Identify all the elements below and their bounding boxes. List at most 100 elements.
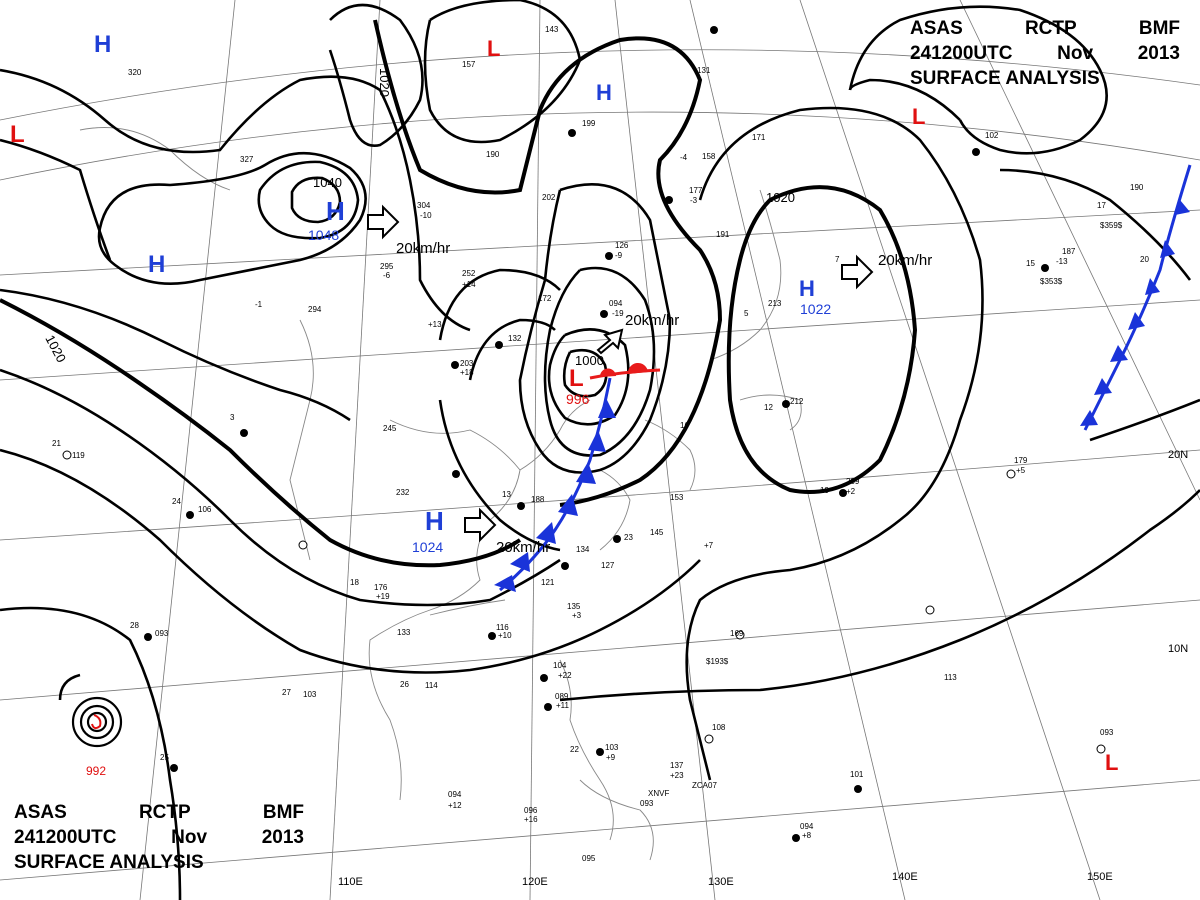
graticule-labels: 110E 120E 130E 140E 150E 20N 10N <box>338 449 1188 888</box>
station-value: 127 <box>601 561 615 570</box>
isobar-label-1040: 1040 <box>313 175 342 190</box>
title-station: RCTP <box>1024 18 1077 39</box>
station-value: 101 <box>850 770 864 779</box>
title-block-top: ASAS RCTP BMF 241200UTC Nov 2013 SURFACE… <box>910 16 1180 91</box>
tendency: +3 <box>572 611 582 620</box>
lat-label-10n: 10N <box>1168 643 1188 655</box>
station-value: 209 <box>846 477 860 486</box>
tendency: -1 <box>255 300 263 309</box>
isobar-label-1020-north: 1020 <box>377 68 392 97</box>
title-month: Nov <box>171 827 208 848</box>
title-datetime: 241200UTC <box>910 43 1013 64</box>
station-value: 188 <box>531 495 545 504</box>
tendency: -13 <box>1056 257 1068 266</box>
low-center-a: L <box>10 121 25 148</box>
tendency: +5 <box>1016 466 1026 475</box>
station-temp: 25 <box>160 753 169 762</box>
motion-arrows <box>367 204 874 543</box>
station-value: 202 <box>542 193 556 202</box>
low-center-c: L <box>912 104 925 129</box>
station-value: 179 <box>1014 456 1028 465</box>
station-value: 295 <box>380 262 394 271</box>
pressure-centers: H 1048 H 1024 H 1022 H H H L 996 L L L L… <box>10 31 1118 778</box>
motion-label-low: 20km/hr <box>625 312 679 329</box>
low-center-996: L <box>569 365 584 392</box>
tendency: +10 <box>498 631 512 640</box>
station-value: 126 <box>615 241 629 250</box>
station-value: 304 <box>417 201 431 210</box>
title-agency: ASAS <box>14 802 67 823</box>
station-value: 135 <box>567 602 581 611</box>
station-value: 245 <box>383 424 397 433</box>
station-value: 172 <box>538 294 552 303</box>
station-value: 114 <box>425 681 438 690</box>
high-center-b: H <box>148 251 165 278</box>
station-value: 294 <box>308 305 322 314</box>
tendency: -3 <box>690 196 698 205</box>
station-temp: 13 <box>502 490 511 499</box>
station-value: 094 <box>800 822 814 831</box>
motion-label-east-high: 20km/hr <box>878 252 932 269</box>
title-office: BMF <box>262 802 304 823</box>
high-center-a: H <box>94 31 111 58</box>
station-value: 320 <box>128 68 142 77</box>
station-value: 203 <box>460 359 474 368</box>
tendency: -6 <box>383 271 391 280</box>
station-value: 103 <box>303 690 317 699</box>
low-value-996: 996 <box>566 391 590 407</box>
station-symbols <box>62 26 1106 842</box>
station-temp: 5 <box>744 309 749 318</box>
title-datetime: 241200UTC <box>14 827 117 848</box>
station-temp: 27 <box>282 688 291 697</box>
station-temp: 22 <box>570 745 579 754</box>
station-tendencies: +22 +11 +14 +13 +18 +12 +16 +19 +10 +23 … <box>255 153 1068 840</box>
tendency: +9 <box>606 753 616 762</box>
high-value-1048: 1048 <box>308 227 339 243</box>
high-value-1022: 1022 <box>800 301 831 317</box>
tendency: +2 <box>846 487 856 496</box>
station-values: 320 327 304 252 294 295 190 199 143 157 … <box>72 25 1144 863</box>
tendency: -4 <box>680 153 688 162</box>
station-value: 176 <box>374 583 388 592</box>
station-value: 113 <box>944 673 957 682</box>
station-value: 102 <box>985 131 999 140</box>
motion-labels: 20km/hr 20km/hr 20km/hr 20km/hr <box>396 240 932 556</box>
station-temp: 19 <box>820 486 829 495</box>
tendency: +12 <box>448 801 462 810</box>
tendency: -19 <box>612 309 624 318</box>
station-value: 132 <box>508 334 522 343</box>
title-year: 2013 <box>261 827 304 848</box>
station-value: 157 <box>462 60 476 69</box>
motion-label-siberian-high: 20km/hr <box>396 240 450 257</box>
tendency: +11 <box>556 701 570 710</box>
station-value: 327 <box>240 155 254 164</box>
station-temp: 16 <box>680 421 689 430</box>
station-temp: 18 <box>350 578 359 587</box>
high-center-1048: H <box>326 196 345 226</box>
station-value: 171 <box>752 133 766 142</box>
ship-id: XNVF <box>648 789 669 798</box>
station-value: 093 <box>1100 728 1114 737</box>
station-value: 104 <box>553 661 567 670</box>
title-product: SURFACE ANALYSIS <box>910 68 1100 89</box>
tendency: +22 <box>558 671 572 680</box>
typhoon-pressure: 992 <box>86 764 106 778</box>
tendency: +14 <box>462 280 476 289</box>
title-agency: ASAS <box>910 18 963 39</box>
station-value: 169 <box>730 629 744 638</box>
station-value: 143 <box>545 25 559 34</box>
station-value: 252 <box>462 269 476 278</box>
station-value: 177 <box>689 186 703 195</box>
station-value: 119 <box>72 451 85 460</box>
ship-id: $353$ <box>1040 277 1063 286</box>
station-value: 093 <box>640 799 654 808</box>
tendency: -10 <box>420 211 432 220</box>
title-block-bottom: ASAS RCTP BMF 241200UTC Nov 2013 SURFACE… <box>14 800 304 875</box>
tendency: +13 <box>428 320 442 329</box>
station-temp: 15 <box>1026 259 1035 268</box>
motion-label-china-high: 20km/hr <box>496 539 550 556</box>
station-value: 094 <box>448 790 462 799</box>
station-temp: 21 <box>52 439 61 448</box>
station-value: 093 <box>155 629 169 638</box>
ship-id: $193$ <box>706 657 729 666</box>
